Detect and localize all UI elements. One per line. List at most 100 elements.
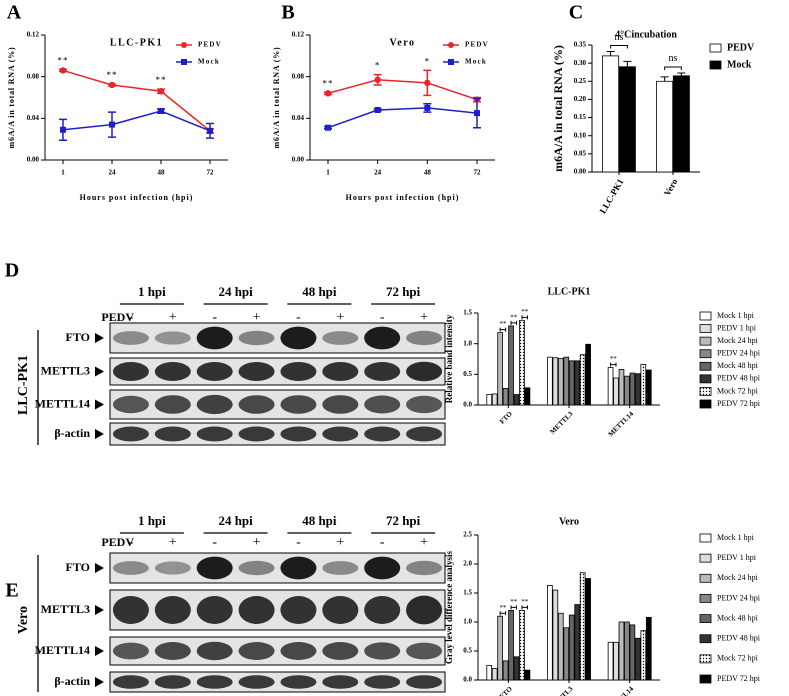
bar bbox=[547, 356, 553, 406]
blot-band bbox=[322, 642, 359, 660]
legend-label: Mock bbox=[198, 58, 220, 66]
legend-label: PEDV 72 hpi bbox=[717, 399, 761, 408]
bar bbox=[645, 616, 652, 681]
legend-label: Mock 48 hpi bbox=[717, 613, 759, 622]
y-tick-label: 0.04 bbox=[27, 114, 40, 122]
x-tick-label: 1 bbox=[326, 169, 330, 177]
error-bar bbox=[660, 76, 669, 82]
panel-letter: B bbox=[281, 2, 294, 24]
bar bbox=[552, 357, 559, 406]
legend-label: Mock 48 hpi bbox=[717, 361, 759, 370]
blot-band bbox=[364, 642, 401, 660]
legend-swatch bbox=[699, 387, 712, 396]
y-tick-label: 0.5 bbox=[463, 370, 472, 378]
blot-band bbox=[406, 426, 443, 442]
x-tick-label: FTO bbox=[498, 410, 514, 426]
marker bbox=[59, 67, 67, 74]
bar bbox=[547, 585, 553, 681]
timepoint-label: 72 hpi bbox=[386, 513, 421, 528]
timepoint-label: 48 hpi bbox=[302, 284, 337, 299]
legend-label: PEDV 72 hpi bbox=[717, 674, 761, 683]
bar bbox=[613, 377, 619, 406]
protein-label: β-actin bbox=[54, 674, 90, 688]
bracket bbox=[510, 605, 518, 610]
chart-title: Vero bbox=[390, 37, 416, 48]
blot-band bbox=[322, 395, 359, 414]
blot-band bbox=[280, 362, 317, 381]
bar bbox=[645, 369, 652, 406]
y-tick-label: 1.5 bbox=[463, 589, 472, 597]
significance: * bbox=[375, 61, 381, 71]
treatment-sign: + bbox=[420, 310, 428, 325]
bar bbox=[640, 630, 647, 681]
y-tick-label: 2.0 bbox=[463, 560, 472, 568]
significance: ** bbox=[323, 78, 334, 88]
bar bbox=[579, 354, 586, 406]
legend-swatch bbox=[709, 43, 722, 53]
bar bbox=[508, 325, 514, 406]
blot-band bbox=[406, 560, 443, 576]
bar bbox=[563, 356, 570, 406]
blot-band bbox=[280, 326, 317, 350]
blot-band bbox=[238, 395, 275, 414]
panel-letter: A bbox=[7, 2, 22, 24]
legend-label: PEDV 24 hpi bbox=[717, 349, 761, 358]
bar bbox=[513, 656, 520, 681]
legend-marker bbox=[448, 59, 454, 65]
blot-band bbox=[196, 675, 233, 689]
y-tick-label: 0.20 bbox=[574, 95, 587, 103]
treatment-label: PEDV bbox=[101, 310, 134, 324]
blot-band bbox=[364, 395, 401, 414]
series-line bbox=[327, 107, 478, 129]
panel-letter: C bbox=[569, 2, 583, 24]
y-axis-label: m6A/A in total RNA (%) bbox=[551, 45, 565, 172]
blot-band bbox=[406, 395, 443, 414]
protein-label: METTL14 bbox=[35, 396, 90, 410]
significance: ** bbox=[610, 355, 618, 363]
marker bbox=[424, 104, 431, 111]
treatment-sign: + bbox=[253, 535, 261, 550]
bracket bbox=[499, 611, 507, 616]
legend-label: Mock bbox=[465, 58, 487, 66]
protein-label: β-actin bbox=[54, 426, 90, 440]
blot-band bbox=[280, 675, 317, 689]
protein-label: METTL3 bbox=[41, 602, 90, 616]
error-bar bbox=[623, 60, 632, 67]
legend-swatch bbox=[699, 311, 712, 321]
bar bbox=[491, 668, 498, 681]
legend-swatch bbox=[699, 594, 712, 603]
blot-band bbox=[238, 675, 275, 689]
blot-band bbox=[154, 642, 191, 660]
legend-swatch bbox=[699, 324, 712, 333]
treatment-sign: - bbox=[212, 310, 217, 325]
blot-band bbox=[154, 426, 191, 442]
blot-band bbox=[154, 561, 191, 575]
legend-label: Mock 72 hpi bbox=[717, 386, 759, 395]
bar bbox=[574, 360, 581, 406]
bracket bbox=[521, 315, 528, 320]
legend-marker bbox=[181, 42, 187, 48]
significance: ** bbox=[510, 598, 518, 606]
blot-band bbox=[112, 596, 149, 624]
chart-title: LLC-PK1 bbox=[110, 37, 163, 48]
x-tick-label: FTO bbox=[498, 685, 514, 696]
legend-label: PEDV 48 hpi bbox=[717, 374, 761, 383]
arrowhead bbox=[95, 605, 104, 615]
x-tick-label: METTL3 bbox=[549, 685, 575, 696]
x-tick-label: 48 bbox=[424, 169, 432, 177]
bracket bbox=[610, 362, 617, 367]
y-tick-label: 0.25 bbox=[574, 77, 587, 85]
blot-band bbox=[196, 641, 233, 661]
x-axis-label: Hours post infection (hpi) bbox=[346, 193, 460, 202]
legend-label: PEDV 24 hpi bbox=[717, 593, 761, 602]
marker bbox=[424, 79, 431, 87]
treatment-sign: + bbox=[253, 310, 261, 325]
blot-band bbox=[238, 330, 275, 346]
legend-swatch bbox=[699, 573, 712, 583]
bar bbox=[568, 360, 575, 406]
bar bbox=[624, 621, 630, 681]
blot-band bbox=[238, 560, 275, 576]
bar bbox=[497, 332, 503, 406]
legend-label: PEDV bbox=[465, 41, 489, 49]
